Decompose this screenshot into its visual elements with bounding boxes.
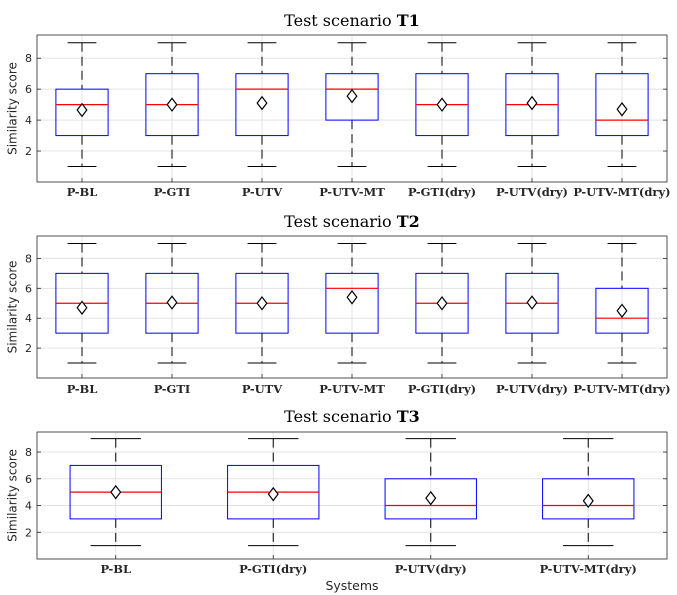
ytick-label: 4 bbox=[25, 500, 32, 513]
box-iqr bbox=[384, 478, 477, 520]
chart-title: Test scenario T2 bbox=[284, 212, 420, 231]
chart-title-text: Test scenario bbox=[284, 407, 397, 426]
mean-marker bbox=[267, 486, 279, 502]
mean-marker bbox=[346, 289, 358, 305]
category-label: P-UTV bbox=[242, 185, 283, 199]
mean-marker bbox=[425, 490, 437, 506]
chart-title: Test scenario T3 bbox=[284, 407, 420, 426]
y-axis-label: Similarity score bbox=[6, 261, 20, 354]
mean-marker bbox=[526, 95, 538, 111]
box-P-UTV-MT(dry) bbox=[542, 438, 635, 547]
mean-marker bbox=[256, 295, 268, 311]
category-label: P-GTI bbox=[154, 382, 191, 396]
ytick-label: 8 bbox=[25, 52, 32, 65]
box-iqr bbox=[325, 272, 379, 334]
chart-title-text: Test scenario bbox=[284, 212, 397, 231]
mean-marker bbox=[616, 303, 628, 319]
ytick-label: 4 bbox=[25, 114, 32, 127]
mean-marker bbox=[526, 295, 538, 310]
mean-marker bbox=[166, 295, 178, 310]
mean-marker bbox=[166, 97, 178, 112]
box-P-UTV(dry) bbox=[505, 42, 559, 168]
mean-marker bbox=[436, 295, 448, 311]
box-iqr bbox=[542, 478, 635, 520]
chart-title-scenario: T3 bbox=[397, 407, 420, 426]
category-label: P-GTI(dry) bbox=[408, 185, 476, 199]
chart-title: Test scenario T1 bbox=[284, 11, 420, 30]
box-P-BL bbox=[69, 438, 162, 547]
chart-title-scenario: T1 bbox=[397, 11, 420, 30]
box-P-UTV-MT bbox=[325, 42, 379, 168]
ytick-label: 6 bbox=[25, 83, 32, 96]
category-label: P-UTV-MT(dry) bbox=[573, 185, 670, 199]
box-P-BL bbox=[55, 42, 109, 168]
category-label: P-UTV(dry) bbox=[496, 382, 568, 396]
box-P-GTI(dry) bbox=[227, 438, 320, 547]
category-label: P-UTV-MT bbox=[319, 382, 385, 396]
chart-panel-1: 2 4 6 8 P-BL P-GTI P-UTV P-UTV-MT P-GTI(dry) P-UT… bbox=[6, 11, 671, 199]
box-iqr bbox=[595, 73, 649, 137]
box-P-GTI(dry) bbox=[415, 242, 469, 364]
box-P-GTI(dry) bbox=[415, 42, 469, 168]
ytick-label: 8 bbox=[25, 446, 32, 459]
category-label: P-GTI bbox=[154, 185, 191, 199]
category-label: P-BL bbox=[67, 185, 98, 199]
mean-marker bbox=[76, 300, 88, 316]
box-iqr bbox=[325, 73, 379, 121]
ytick-label: 6 bbox=[25, 473, 32, 486]
box-P-GTI bbox=[145, 42, 199, 168]
box-iqr bbox=[235, 73, 289, 137]
ytick-label: 8 bbox=[25, 252, 32, 265]
y-axis-label: Similarity score bbox=[6, 62, 20, 155]
category-label: P-UTV(dry) bbox=[496, 185, 568, 199]
mean-marker bbox=[110, 484, 122, 500]
box-iqr bbox=[55, 88, 109, 137]
ytick-label: 4 bbox=[25, 312, 32, 325]
mean-marker bbox=[346, 88, 358, 104]
box-P-UTV bbox=[235, 42, 289, 168]
chart-panel-3: 2 4 6 8 P-BL P-GTI(dry) P-UTV(dry) P-UTV-MT(dry… bbox=[6, 407, 668, 593]
box-P-UTV-MT bbox=[325, 242, 379, 364]
ytick-label: 6 bbox=[25, 282, 32, 295]
box-P-UTV bbox=[235, 242, 289, 364]
mean-marker bbox=[582, 493, 594, 509]
category-label: P-UTV(dry) bbox=[395, 562, 467, 576]
mean-marker bbox=[616, 101, 628, 117]
mean-marker bbox=[256, 95, 268, 111]
mean-marker bbox=[76, 102, 88, 118]
axes-frame bbox=[36, 431, 668, 560]
box-P-GTI bbox=[145, 242, 199, 364]
category-label: P-GTI(dry) bbox=[408, 382, 476, 396]
category-label: P-UTV-MT bbox=[319, 185, 385, 199]
category-label: P-BL bbox=[67, 382, 98, 396]
box-P-UTV-MT(dry) bbox=[595, 242, 649, 364]
box-P-UTV-MT(dry) bbox=[595, 42, 649, 168]
ytick-label: 2 bbox=[25, 145, 32, 158]
x-axis-label: Systems bbox=[325, 578, 378, 593]
box-P-UTV(dry) bbox=[384, 438, 477, 547]
box-P-UTV(dry) bbox=[505, 242, 559, 364]
chart-title-text: Test scenario bbox=[284, 11, 397, 30]
category-label: P-GTI(dry) bbox=[239, 562, 307, 576]
box-iqr bbox=[595, 287, 649, 334]
category-label: P-UTV bbox=[242, 382, 283, 396]
category-label: P-UTV-MT(dry) bbox=[540, 562, 637, 576]
category-label: P-UTV-MT(dry) bbox=[573, 382, 670, 396]
ytick-label: 2 bbox=[25, 526, 32, 539]
y-axis-label: Similarity score bbox=[6, 449, 20, 542]
chart-panel-2: 2 4 6 8 P-BL P-GTI P-UTV P-UTV-MT P-GTI(dry) P-UT… bbox=[6, 212, 671, 396]
chart-title-scenario: T2 bbox=[397, 212, 420, 231]
category-label: P-BL bbox=[100, 562, 131, 576]
mean-marker bbox=[436, 97, 448, 112]
ytick-label: 2 bbox=[25, 342, 32, 355]
box-P-BL bbox=[55, 242, 109, 364]
